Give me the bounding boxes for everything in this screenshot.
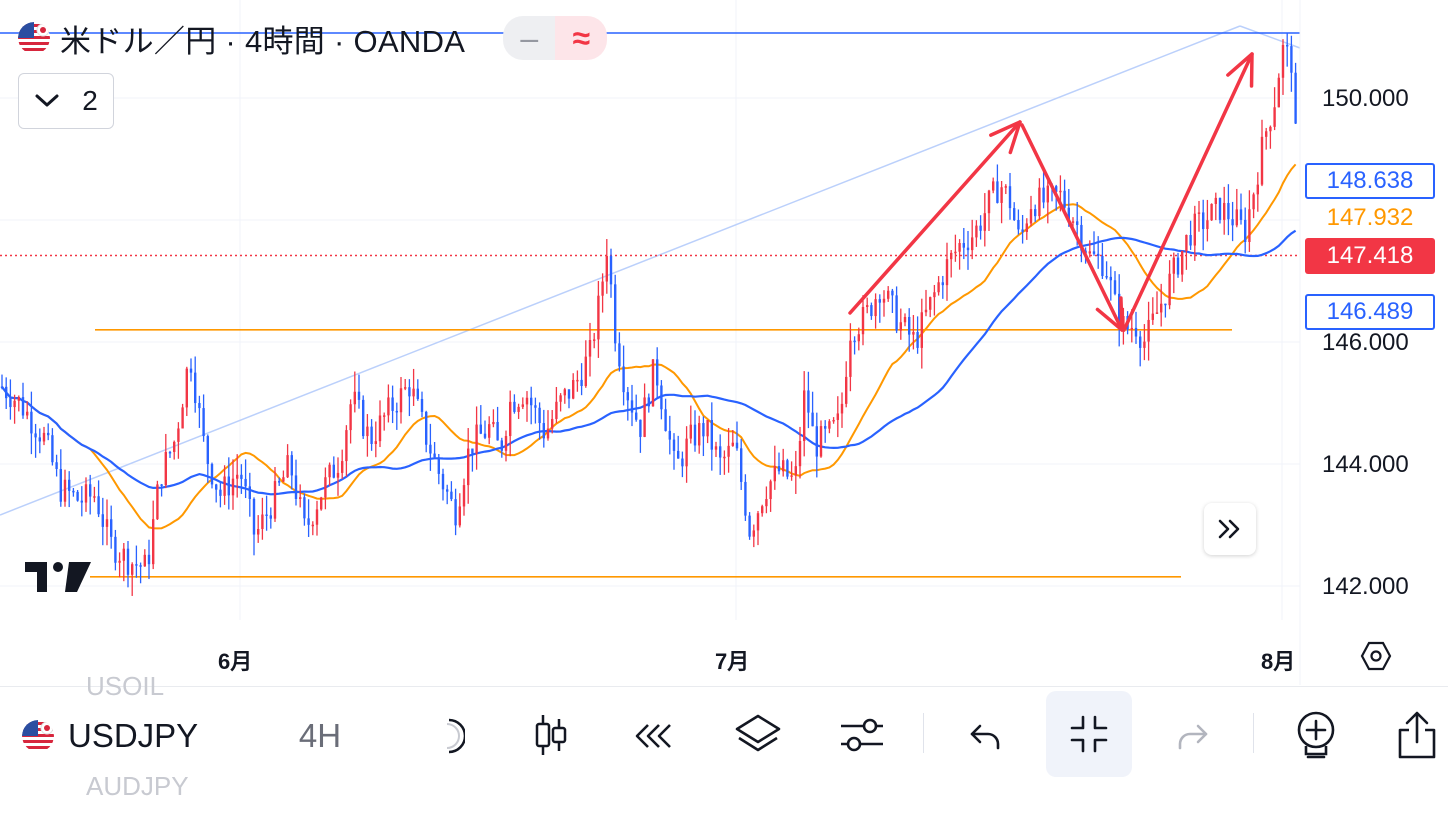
timeframe-selector[interactable]: 4H	[290, 711, 350, 761]
share-icon	[1398, 711, 1436, 759]
price-label-142: 142.000	[1322, 573, 1409, 600]
time-label-aug: 8月	[1261, 649, 1296, 674]
share-button[interactable]	[1392, 705, 1442, 765]
ma-orange-line	[1, 163, 1297, 530]
indicators-toggle-button[interactable]: 2	[18, 73, 114, 129]
us-jp-flag-icon	[18, 22, 50, 54]
chart-type-button[interactable]	[526, 709, 576, 761]
ma-orange-price-tag: 147.932	[1305, 200, 1435, 236]
time-label-july: 7月	[715, 649, 750, 674]
symbol-title[interactable]: 米ドル／円 · 4時間 · OANDA	[60, 23, 466, 59]
chart-settings-button[interactable]	[1356, 636, 1396, 676]
ghost-symbol-below: AUDJPY	[86, 771, 189, 801]
partial-circle-icon	[446, 718, 465, 754]
collapse-icon	[1070, 715, 1108, 753]
undo-button[interactable]	[962, 711, 1008, 761]
layers-icon	[735, 714, 781, 752]
trend-arrow-up-2	[1122, 52, 1254, 332]
layers-button[interactable]	[730, 707, 786, 763]
current-price-tag: 147.418	[1305, 238, 1435, 274]
scroll-to-realtime-button[interactable]	[1204, 503, 1256, 555]
trend-arrow-up-1-head	[989, 120, 1022, 155]
time-label-june: 6月	[218, 649, 253, 674]
candles-icon	[535, 715, 567, 755]
trend-arrow-up-1	[848, 120, 1022, 315]
undo-icon	[970, 724, 1000, 750]
toolbar-symbol: USDJPY	[68, 717, 199, 754]
hexagon-settings-icon	[1360, 641, 1392, 671]
settings-sliders-icon	[841, 718, 883, 752]
replay-button[interactable]	[628, 711, 678, 761]
toolbar-divider	[1253, 713, 1254, 753]
price-label-144: 144.000	[1322, 451, 1409, 478]
add-alert-icon	[1297, 711, 1335, 759]
ma-blue-price-tag: 146.489	[1305, 294, 1435, 330]
trend-arrows	[848, 52, 1254, 332]
legend-pills: ‒ ≈	[503, 16, 608, 60]
price-chart[interactable]	[0, 0, 1448, 685]
hide-legend-button[interactable]: ‒	[503, 16, 556, 60]
trend-arrow-down	[1020, 123, 1124, 332]
trend-channel-line	[0, 25, 1301, 516]
partial-icon-button[interactable]	[440, 711, 470, 761]
moving-average-lines	[1, 163, 1297, 530]
candlestick-series	[0, 33, 1297, 596]
chart-legend: 米ドル／円 · 4時間 · OANDA ‒ ≈	[18, 16, 608, 60]
bottom-toolbar: USOIL AUDJPY USDJPY 4H	[0, 671, 1448, 816]
symbol-selector[interactable]: USDJPY	[22, 711, 198, 761]
channel-tail	[1239, 25, 1301, 49]
double-chevron-right-icon	[1218, 519, 1240, 539]
horizontal-lines	[0, 254, 1300, 578]
tradingview-logo	[25, 560, 93, 599]
ma-upper-price-tag: 148.638	[1305, 163, 1435, 199]
chevron-down-icon	[35, 94, 59, 107]
collapse-button[interactable]	[1046, 691, 1132, 777]
indicators-count: 2	[82, 85, 98, 116]
price-label-146: 146.000	[1322, 329, 1409, 356]
redo-icon	[1178, 724, 1208, 750]
channel-lower-line	[0, 25, 1241, 516]
chart-area[interactable]: 米ドル／円 · 4時間 · OANDA ‒ ≈ 2 150.000 146.00…	[0, 0, 1448, 685]
us-jp-flag-icon	[22, 720, 54, 752]
toolbar-timeframe: 4H	[298, 717, 342, 754]
ghost-symbol-above: USOIL	[86, 671, 165, 701]
trend-arrow-up-2-head	[1226, 52, 1254, 88]
trend-arrow-down-head	[1095, 296, 1124, 332]
price-label-150: 150.000	[1322, 85, 1409, 112]
toolbar-divider	[923, 713, 924, 753]
add-alert-button[interactable]	[1288, 705, 1344, 765]
redo-button[interactable]	[1170, 711, 1216, 761]
compare-symbol-button[interactable]: ≈	[555, 16, 608, 60]
replay-icon	[635, 724, 671, 748]
indicator-settings-button[interactable]	[834, 707, 890, 763]
chart-grid	[0, 0, 1300, 620]
